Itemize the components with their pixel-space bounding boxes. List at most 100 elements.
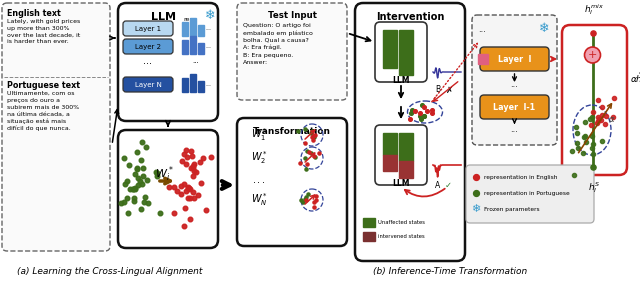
Point xyxy=(179,182,189,186)
Point xyxy=(184,217,195,222)
Point xyxy=(143,201,154,205)
Point xyxy=(579,134,589,139)
Point xyxy=(310,155,320,159)
Point xyxy=(293,128,303,133)
Text: Unaffected states: Unaffected states xyxy=(378,220,425,225)
Point xyxy=(183,186,193,190)
Text: ...: ... xyxy=(205,27,211,31)
Point xyxy=(309,134,319,139)
Text: ...: ... xyxy=(193,58,200,64)
Point xyxy=(580,139,591,144)
Point xyxy=(181,189,191,194)
Bar xyxy=(190,74,196,92)
Text: $\alpha$: $\alpha$ xyxy=(608,115,616,125)
Point xyxy=(137,181,147,186)
Point xyxy=(304,149,314,154)
Text: English text: English text xyxy=(7,9,61,18)
Point xyxy=(132,176,143,181)
Bar xyxy=(182,40,188,54)
Point xyxy=(303,192,313,196)
Text: (b) Inference-Time Transformation: (b) Inference-Time Transformation xyxy=(373,267,527,276)
Text: $\alpha\tilde{h}_l^F$: $\alpha\tilde{h}_l^F$ xyxy=(630,72,640,88)
Point xyxy=(587,146,597,151)
Point xyxy=(195,160,205,164)
Point xyxy=(169,211,179,215)
Text: LLM: LLM xyxy=(150,12,175,22)
Text: ❄: ❄ xyxy=(205,9,215,22)
Text: Layer 1: Layer 1 xyxy=(135,25,161,31)
Point xyxy=(130,186,140,191)
Point xyxy=(307,135,317,139)
Text: $W_2^*$: $W_2^*$ xyxy=(250,150,268,166)
Point xyxy=(302,149,312,154)
FancyBboxPatch shape xyxy=(2,3,110,251)
Point xyxy=(314,151,324,155)
Bar xyxy=(198,81,204,92)
Text: Layer  l-1: Layer l-1 xyxy=(493,102,536,112)
Text: A: A xyxy=(435,181,440,190)
Point xyxy=(307,138,317,143)
Point xyxy=(164,185,174,189)
Text: Test Input: Test Input xyxy=(268,11,317,20)
Point xyxy=(141,145,151,149)
Point xyxy=(138,173,148,178)
FancyBboxPatch shape xyxy=(123,21,173,36)
Point xyxy=(133,183,143,188)
Point xyxy=(415,113,425,118)
Text: LLM: LLM xyxy=(392,179,410,188)
Point xyxy=(596,113,607,118)
Text: $W_i^*$: $W_i^*$ xyxy=(154,164,173,184)
Point xyxy=(142,177,152,182)
Point xyxy=(566,149,577,153)
Point xyxy=(300,197,310,201)
Point xyxy=(188,166,198,170)
Point xyxy=(132,167,142,171)
Bar xyxy=(399,161,413,178)
FancyBboxPatch shape xyxy=(123,39,173,54)
Point xyxy=(310,132,320,137)
Point xyxy=(308,134,318,138)
Point xyxy=(422,109,433,113)
FancyBboxPatch shape xyxy=(562,25,627,175)
Point xyxy=(179,224,189,228)
Text: $...$: $...$ xyxy=(252,175,266,185)
Bar xyxy=(182,22,188,36)
Point xyxy=(573,146,583,151)
Point xyxy=(296,198,306,203)
FancyBboxPatch shape xyxy=(480,47,549,71)
Bar xyxy=(363,218,375,227)
Text: ...: ... xyxy=(143,56,152,66)
Text: Transformation: Transformation xyxy=(253,127,331,136)
Text: Question: O artigo foi
embalado em plástico
bolha. Qual a causa?
A: Era frágil.
: Question: O artigo foi embalado em plást… xyxy=(243,23,313,65)
Point xyxy=(419,114,429,119)
Point xyxy=(137,140,147,145)
Text: $W_1^*$: $W_1^*$ xyxy=(250,127,268,143)
FancyBboxPatch shape xyxy=(237,3,347,100)
Text: representation in English: representation in English xyxy=(484,175,557,179)
Bar xyxy=(383,133,397,155)
Point xyxy=(132,150,143,155)
FancyBboxPatch shape xyxy=(466,165,594,223)
Point xyxy=(311,198,321,203)
Point xyxy=(597,104,607,109)
Bar xyxy=(363,232,375,241)
Point xyxy=(300,141,310,145)
Point xyxy=(301,198,311,202)
Text: ...: ... xyxy=(205,44,211,50)
Point xyxy=(179,152,189,156)
Text: $W_N^*$: $W_N^*$ xyxy=(250,192,268,208)
Bar xyxy=(182,78,188,92)
Point xyxy=(130,186,140,191)
Point xyxy=(417,103,427,107)
Point xyxy=(188,173,198,178)
Point xyxy=(588,152,598,157)
Text: ...: ... xyxy=(511,80,518,89)
Point xyxy=(176,192,186,196)
Point xyxy=(181,148,191,152)
Point xyxy=(580,134,590,138)
Point xyxy=(182,155,193,160)
Point xyxy=(588,165,598,169)
Point xyxy=(138,166,148,171)
Point xyxy=(594,117,604,121)
Point xyxy=(132,165,143,170)
